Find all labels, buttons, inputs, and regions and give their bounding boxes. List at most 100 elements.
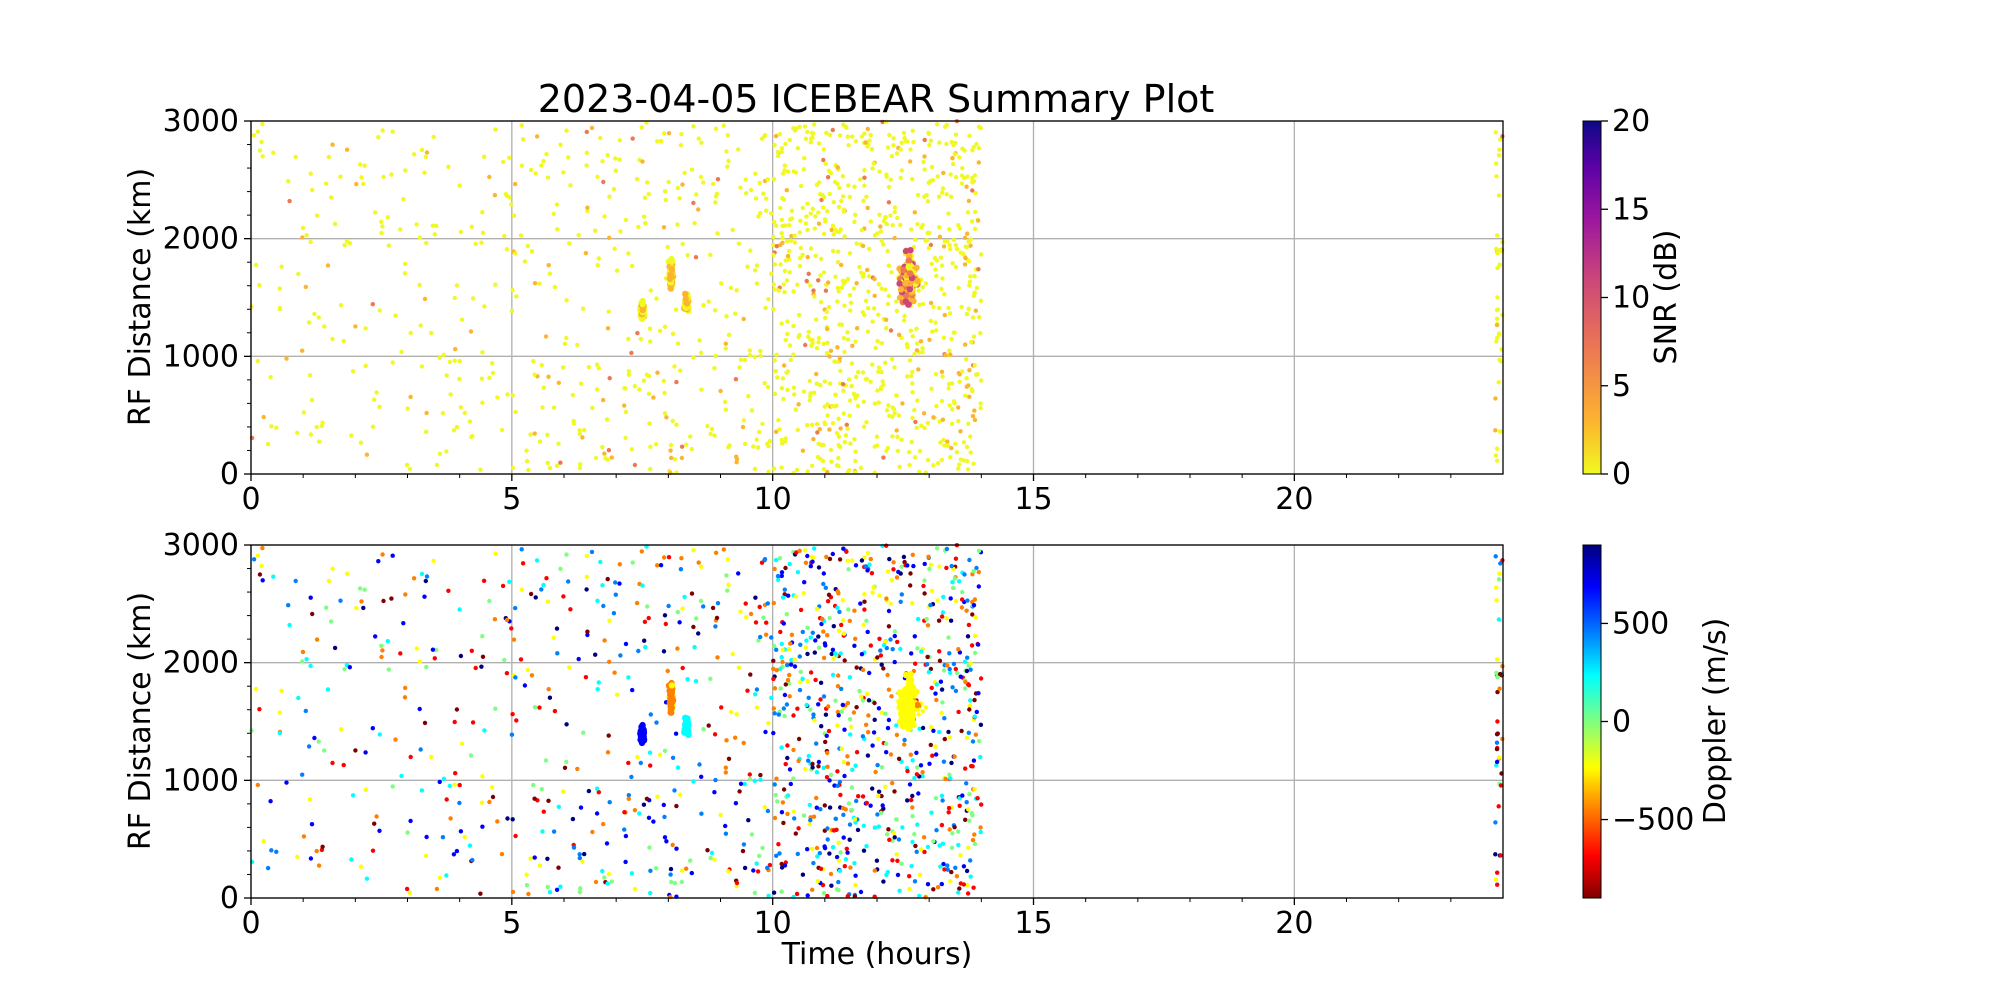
echo-point — [381, 598, 386, 604]
echo-point — [791, 352, 796, 357]
echo-point — [1495, 446, 1500, 451]
echo-point — [604, 417, 610, 422]
echo-point — [823, 585, 828, 590]
echo-point — [736, 571, 741, 576]
echo-point — [398, 227, 403, 232]
echo-point — [401, 197, 406, 202]
echo-point — [741, 418, 747, 423]
echo-point — [632, 462, 638, 468]
echo-point — [759, 136, 765, 141]
echo-point — [899, 168, 904, 173]
echo-point — [821, 467, 827, 472]
echo-point — [818, 680, 824, 685]
echo-point — [771, 282, 776, 287]
echo-point — [370, 302, 375, 307]
echo-point — [826, 304, 832, 310]
echo-point — [546, 687, 551, 692]
echo-point — [923, 471, 928, 476]
echo-point — [265, 865, 271, 871]
echo-point — [845, 337, 851, 342]
echo-point — [437, 451, 443, 456]
doppler-colorbar-tick-label: 500 — [1612, 606, 1669, 641]
echo-point — [943, 776, 948, 782]
echo-point — [300, 348, 305, 353]
echo-point — [884, 750, 889, 755]
echo-point — [945, 443, 950, 448]
echo-point — [374, 390, 379, 395]
echo-point — [927, 337, 932, 342]
echo-point — [910, 814, 915, 819]
echo-point — [910, 390, 915, 395]
echo-point — [937, 729, 942, 735]
echo-point — [816, 278, 821, 283]
echo-point — [417, 659, 423, 664]
echo-point — [513, 605, 518, 611]
echo-point — [888, 177, 893, 182]
echo-point — [846, 567, 851, 572]
echo-point — [821, 694, 827, 699]
echo-point — [295, 854, 300, 859]
echo-point — [795, 851, 800, 857]
echo-point — [865, 205, 870, 211]
echo-point — [960, 369, 965, 374]
echo-point — [606, 448, 612, 453]
echo-point — [772, 391, 778, 397]
echo-point — [877, 636, 882, 641]
echo-point — [792, 664, 798, 669]
echo-point — [964, 311, 970, 317]
echo-point — [560, 365, 566, 370]
echo-point — [834, 854, 840, 860]
echo-point — [308, 239, 313, 245]
echo-point — [816, 340, 821, 345]
echo-point — [510, 465, 516, 471]
echo-point — [424, 664, 429, 670]
echo-point — [666, 699, 674, 707]
echo-point — [973, 190, 978, 196]
echo-point — [921, 583, 926, 589]
echo-point — [853, 458, 858, 464]
echo-point — [883, 711, 888, 716]
echo-point — [834, 430, 840, 436]
echo-point — [762, 380, 767, 386]
echo-point — [941, 759, 947, 764]
echo-point — [359, 599, 364, 604]
echo-point — [454, 707, 460, 712]
echo-point — [408, 818, 413, 824]
echo-point — [860, 794, 866, 799]
echo-point — [940, 417, 946, 422]
echo-point — [978, 405, 983, 411]
echo-point — [889, 578, 895, 583]
echo-point — [814, 845, 820, 851]
echo-point — [886, 687, 892, 692]
echo-point — [1496, 193, 1502, 198]
echo-point — [774, 352, 779, 357]
echo-point — [666, 179, 671, 185]
echo-point — [874, 858, 880, 863]
echo-point — [954, 874, 960, 879]
echo-point — [822, 379, 827, 384]
echo-point — [524, 883, 530, 888]
echo-point — [873, 769, 878, 775]
echo-point — [914, 701, 921, 709]
echo-point — [865, 629, 870, 635]
echo-point — [669, 879, 674, 885]
echo-point — [1497, 262, 1502, 267]
echo-point — [780, 235, 785, 241]
echo-point — [793, 831, 798, 836]
echo-point — [602, 214, 607, 219]
echo-point — [533, 171, 538, 176]
echo-point — [808, 635, 813, 640]
echo-point — [639, 724, 646, 732]
echo-point — [771, 706, 776, 711]
echo-point — [531, 782, 536, 788]
echo-point — [623, 641, 629, 647]
echo-point — [691, 355, 696, 360]
echo-point — [636, 224, 641, 230]
echo-point — [846, 607, 851, 612]
echo-point — [837, 868, 843, 873]
echo-point — [842, 658, 847, 663]
echo-point — [970, 188, 975, 193]
doppler-colorbar-gradient — [1582, 544, 1602, 899]
echo-point — [776, 577, 781, 583]
echo-point — [1493, 852, 1498, 857]
